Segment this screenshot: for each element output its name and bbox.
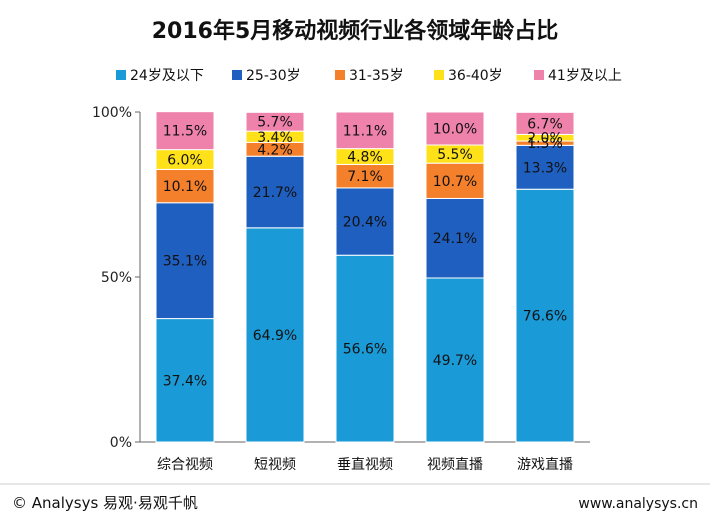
data-label: 7.1% bbox=[347, 169, 383, 185]
bar-segment bbox=[425, 277, 485, 443]
y-tick-label: 100% bbox=[92, 105, 132, 121]
data-label: 64.9% bbox=[253, 328, 297, 344]
legend-label-1: 25-30岁 bbox=[246, 68, 301, 84]
data-label: 6.7% bbox=[527, 116, 563, 132]
bar-segment bbox=[425, 197, 485, 279]
bar-segment bbox=[425, 162, 485, 199]
data-label: 21.7% bbox=[253, 185, 297, 201]
data-label: 6.0% bbox=[167, 153, 203, 169]
legend-swatch-2 bbox=[335, 70, 345, 80]
bar-segment bbox=[335, 111, 395, 150]
bar-segment bbox=[155, 202, 215, 320]
bars bbox=[155, 111, 575, 443]
data-label: 37.4% bbox=[163, 373, 207, 389]
legend-label-2: 31-35岁 bbox=[349, 68, 404, 84]
data-label: 1.3% bbox=[527, 136, 563, 152]
category-label: 综合视频 bbox=[157, 457, 213, 473]
bar-segment bbox=[515, 111, 575, 135]
data-label: 4.2% bbox=[257, 142, 293, 158]
data-label: 11.1% bbox=[343, 123, 387, 139]
bar-segment bbox=[245, 227, 305, 443]
legend: 24岁及以下 25-30岁 31-35岁 36-40岁 41岁及以上 bbox=[116, 68, 622, 84]
data-label: 5.5% bbox=[437, 147, 473, 163]
bar-segment bbox=[425, 111, 485, 146]
legend-swatch-1 bbox=[232, 70, 242, 80]
data-label: 49.7% bbox=[433, 353, 477, 369]
legend-label-4: 41岁及以上 bbox=[548, 68, 622, 84]
chart-title: 2016年5月移动视频行业各领域年龄占比 bbox=[152, 18, 559, 44]
data-label: 4.8% bbox=[347, 150, 383, 166]
bar-segment bbox=[335, 187, 395, 256]
y-tick-label: 50% bbox=[101, 270, 132, 286]
data-label: 10.0% bbox=[433, 122, 477, 138]
data-label: 56.6% bbox=[343, 342, 387, 358]
bar-segment bbox=[515, 144, 575, 190]
bar-segment bbox=[515, 188, 575, 443]
data-label: 24.1% bbox=[433, 231, 477, 247]
category-label: 视频直播 bbox=[427, 456, 483, 473]
data-label: 3.4% bbox=[257, 130, 293, 146]
data-label: 13.3% bbox=[523, 160, 567, 176]
footer-copyright: © Analysys 易观·易观千帆 bbox=[12, 494, 198, 512]
data-label: 10.1% bbox=[163, 179, 207, 195]
legend-label-3: 36-40岁 bbox=[448, 68, 503, 84]
bar-segment bbox=[245, 155, 305, 229]
data-label: 5.7% bbox=[257, 115, 293, 131]
legend-label-0: 24岁及以下 bbox=[130, 68, 204, 84]
y-axis: 0% 50% 100% bbox=[92, 105, 590, 451]
category-label: 短视频 bbox=[254, 457, 296, 473]
bar-segment bbox=[155, 111, 215, 151]
category-labels: 综合视频 短视频 垂直视频 视频直播 游戏直播 bbox=[157, 456, 573, 473]
legend-swatch-4 bbox=[534, 70, 544, 80]
bar-segment bbox=[155, 168, 215, 204]
data-label: 10.7% bbox=[433, 174, 477, 190]
data-label: 11.5% bbox=[163, 124, 207, 140]
data-labels: 37.4% 35.1% 10.1% 6.0% 11.5% 64.9% 21.7% 4.2%3.… bbox=[163, 115, 567, 390]
category-label: 游戏直播 bbox=[517, 456, 573, 473]
bar-segment bbox=[245, 111, 305, 132]
data-label: 20.4% bbox=[343, 215, 387, 231]
legend-swatch-3 bbox=[434, 70, 444, 80]
y-tick-label: 0% bbox=[110, 435, 132, 451]
legend-swatch-0 bbox=[116, 70, 126, 80]
footer-website: www.analysys.cn bbox=[578, 496, 698, 512]
data-label: 35.1% bbox=[163, 254, 207, 270]
category-label: 垂直视频 bbox=[337, 456, 393, 473]
data-label: 76.6% bbox=[523, 309, 567, 325]
data-label: 2.0% bbox=[527, 131, 563, 147]
